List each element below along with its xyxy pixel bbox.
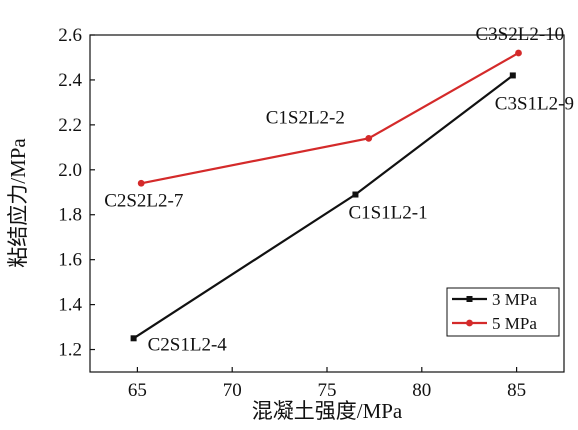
series-layer (130, 49, 522, 342)
point-label: C3S1L2-9 (495, 93, 574, 114)
x-tick-label: 85 (507, 380, 526, 401)
point-label-layer: C2S1L2-4 C1S1L2-1 C3S1L2-9 C2S2L2-7 C1S2L2-2… (104, 24, 574, 355)
y-tick-label: 2.2 (58, 115, 82, 136)
y-axis-title: 粘结应力/MPa (6, 138, 30, 268)
data-point-marker (365, 134, 373, 142)
point-label: C2S2L2-7 (104, 190, 183, 211)
legend-box (446, 287, 560, 337)
y-tick-label: 1.2 (58, 340, 82, 361)
legend-label: 5 MPa (492, 314, 537, 333)
x-tick-label: 75 (318, 380, 337, 401)
legend-label: 3 MPa (492, 290, 537, 309)
x-tick-label: 65 (128, 380, 147, 401)
y-tick-label: 2.4 (58, 70, 82, 91)
data-point-marker (130, 335, 137, 342)
point-label: C1S2L2-2 (266, 107, 345, 128)
y-tick-label: 1.8 (58, 205, 82, 226)
data-point-marker (509, 72, 516, 79)
data-point-marker (515, 49, 522, 57)
data-point-marker (352, 191, 359, 198)
legend-marker (466, 319, 473, 327)
point-label: C2S1L2-4 (148, 334, 228, 355)
x-tick-label: 80 (412, 380, 431, 401)
y-tick-label: 2.0 (58, 160, 82, 181)
data-point-marker (137, 179, 145, 187)
x-axis: 65 70 75 80 85 (128, 367, 526, 401)
x-axis-title: 混凝土强度/MPa (252, 399, 403, 423)
x-tick-label: 70 (223, 380, 242, 401)
y-tick-label: 2.6 (58, 25, 82, 46)
y-tick-label: 1.4 (58, 295, 82, 316)
y-axis: 1.2 1.4 1.6 1.8 2.0 2.2 2.4 2.6 (58, 25, 95, 361)
legend-marker (466, 296, 473, 302)
legend: 3 MPa 5 MPa (446, 287, 560, 337)
y-tick-label: 1.6 (58, 250, 82, 271)
point-label: C1S1L2-1 (348, 203, 427, 224)
point-label: C3S2L2-10 (475, 24, 564, 45)
